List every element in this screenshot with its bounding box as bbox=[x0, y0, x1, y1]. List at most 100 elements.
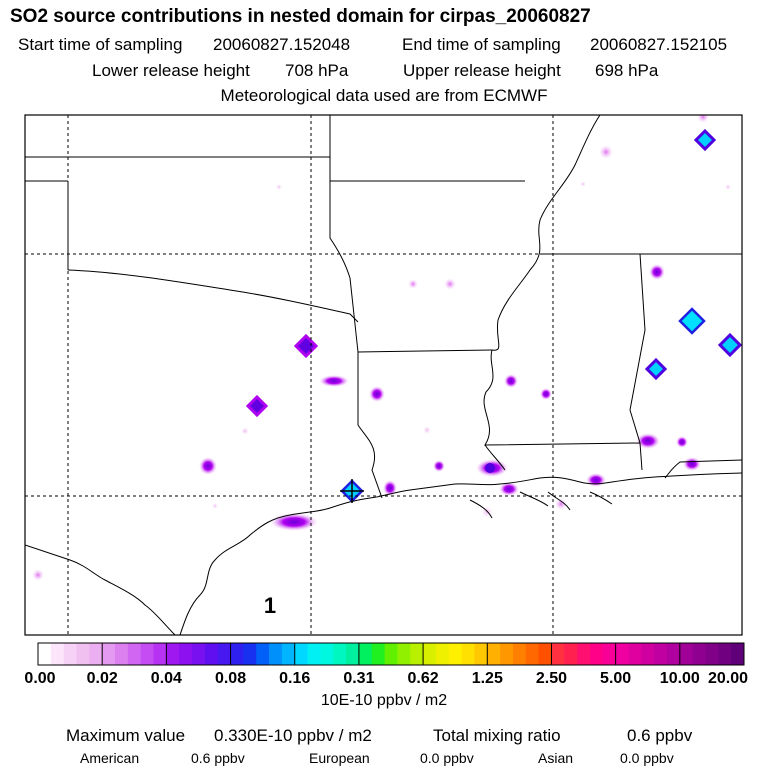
colorbar-cell bbox=[679, 643, 694, 665]
total-mixing-label: Total mixing ratio bbox=[433, 726, 561, 745]
source-alabama-north bbox=[649, 264, 665, 280]
asian-value: 0.0 ppbv bbox=[620, 750, 674, 766]
colorbar-cell bbox=[718, 643, 732, 665]
colorbar-tick-label: 0.04 bbox=[150, 670, 182, 687]
plume-alabama bbox=[636, 433, 660, 449]
colorbar-cell bbox=[320, 643, 334, 665]
colorbar-cell bbox=[461, 643, 475, 665]
colorbar-cell bbox=[204, 643, 219, 665]
source-arkansas-west bbox=[408, 279, 418, 289]
colorbar-tick-label: 0.31 bbox=[343, 670, 375, 687]
colorbar-cell bbox=[410, 643, 424, 665]
colorbar-cell bbox=[294, 643, 309, 665]
colorbar-cell bbox=[281, 643, 296, 665]
colorbar-tick-label: 10.00 bbox=[659, 670, 700, 687]
border-mississippi-alabama bbox=[629, 253, 646, 471]
track-label: 1 bbox=[264, 593, 276, 618]
colorbar-tick-label: 0.62 bbox=[407, 670, 439, 687]
source-faint-6 bbox=[725, 184, 731, 190]
european-value: 0.0 ppbv bbox=[420, 750, 474, 766]
lat-lon-grid bbox=[25, 115, 742, 635]
colorbar-tick-label: 5.00 bbox=[600, 670, 632, 687]
colorbar-cell bbox=[256, 643, 270, 665]
source-gulf bbox=[555, 498, 567, 510]
plume-layer bbox=[32, 115, 731, 581]
colorbar-cell bbox=[487, 643, 501, 665]
colorbar-segments bbox=[38, 643, 745, 665]
colorbar-cell bbox=[230, 643, 244, 665]
colorbar-cell bbox=[500, 643, 514, 665]
asian-label: Asian bbox=[538, 750, 574, 766]
colorbar-cell bbox=[654, 643, 668, 665]
colorbar-cell bbox=[333, 643, 347, 665]
colorbar-tick-label: 20.00 bbox=[707, 670, 749, 687]
colorbar-cell bbox=[217, 643, 232, 665]
source-faint-2 bbox=[241, 427, 249, 435]
source-faint-1 bbox=[423, 426, 431, 434]
plume-east-texas bbox=[319, 375, 349, 387]
colorbar-cell bbox=[435, 643, 450, 665]
colorbar-cell bbox=[384, 643, 398, 665]
plume-florida bbox=[683, 457, 701, 471]
border-texas-louisiana bbox=[357, 352, 383, 499]
colorbar-cell bbox=[692, 643, 706, 665]
colorbar-cell bbox=[166, 643, 180, 665]
colorbar-cell bbox=[89, 643, 103, 665]
diamond-georgia bbox=[717, 332, 742, 358]
source-mississippi bbox=[504, 374, 518, 388]
colorbar-cell bbox=[179, 643, 193, 665]
colorbar-cell bbox=[577, 643, 591, 665]
plume-lake-charles bbox=[383, 480, 397, 496]
colorbar-cell bbox=[564, 643, 578, 665]
upper-release-value: 698 hPa bbox=[595, 61, 659, 80]
colorbar-cell bbox=[615, 643, 629, 665]
border-arkansas-louisiana bbox=[357, 349, 493, 353]
european-label: European bbox=[309, 750, 370, 766]
figure-title: SO2 source contributions in nested domai… bbox=[10, 6, 591, 27]
diamond-alabama-large bbox=[678, 307, 706, 335]
colorbar-cell bbox=[589, 643, 604, 665]
border-oklahoma-arkansas bbox=[329, 181, 359, 353]
colorbar-cell bbox=[705, 643, 719, 665]
plume-new-orleans-south bbox=[499, 482, 519, 496]
source-south-texas bbox=[32, 569, 44, 581]
max-value: 0.330E-10 ppbv / m2 bbox=[214, 726, 372, 745]
source-louisiana-south bbox=[433, 460, 445, 472]
met-data-line: Meteorological data used are from ECMWF bbox=[220, 86, 548, 105]
colorbar-cell bbox=[525, 643, 540, 665]
total-mixing-value: 0.6 ppbv bbox=[627, 726, 693, 745]
colorbar-tick-label: 0.16 bbox=[279, 670, 311, 687]
colorbar-cell bbox=[346, 643, 360, 665]
colorbar-cell bbox=[538, 643, 552, 665]
colorbar-cell bbox=[50, 643, 65, 665]
source-faint-7 bbox=[212, 503, 218, 509]
lower-release-value: 708 hPa bbox=[285, 61, 349, 80]
colorbar-cell bbox=[127, 643, 142, 665]
upper-release-label: Upper release height bbox=[403, 61, 561, 80]
colorbar-cell bbox=[115, 643, 129, 665]
colorbar-cell bbox=[666, 643, 681, 665]
core-new-orleans bbox=[485, 463, 495, 473]
start-time-value: 20060827.152048 bbox=[213, 35, 351, 54]
colorbar-tick-label: 0.02 bbox=[86, 670, 118, 687]
colorbar-cell bbox=[551, 643, 565, 665]
colorbar-frame bbox=[37, 642, 745, 666]
colorbar-cell bbox=[602, 643, 617, 665]
colorbar-cell bbox=[731, 643, 745, 665]
end-time-label: End time of sampling bbox=[402, 35, 561, 54]
source-mississippi-east bbox=[540, 388, 552, 400]
diamond-alabama-mid bbox=[644, 357, 668, 381]
colorbar-cell bbox=[641, 643, 655, 665]
colorbar-cell bbox=[512, 643, 527, 665]
source-tennessee bbox=[599, 145, 613, 159]
diamond-central-texas bbox=[245, 394, 269, 418]
colorbar-tick-label: 0.08 bbox=[214, 670, 247, 687]
border-rio-grande bbox=[25, 544, 176, 635]
colorbar-cell bbox=[192, 643, 206, 665]
colorbar-cell bbox=[371, 643, 386, 665]
colorbar-cell bbox=[474, 643, 488, 665]
colorbar-cell bbox=[243, 643, 257, 665]
colorbar-cell bbox=[63, 643, 78, 665]
max-value-label: Maximum value bbox=[66, 726, 186, 745]
